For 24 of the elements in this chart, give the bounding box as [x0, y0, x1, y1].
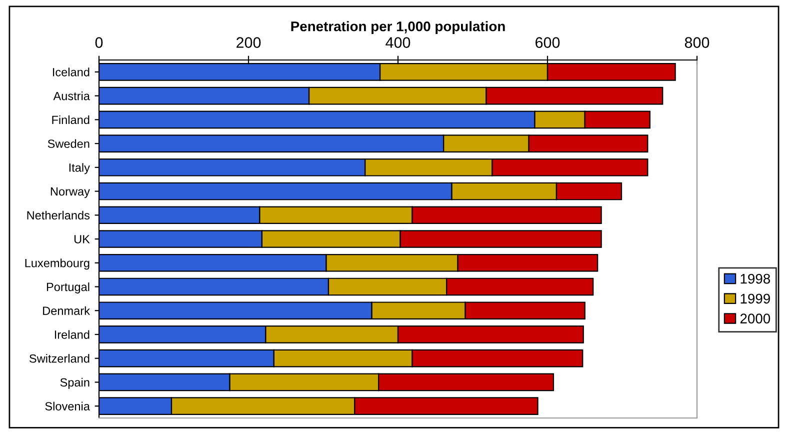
y-tick-label: Switzerland: [29, 354, 90, 363]
legend-label: 1998: [740, 274, 770, 284]
x-axis-title: Penetration per 1,000 population: [291, 21, 505, 34]
y-tick-label: Netherlands: [27, 210, 90, 220]
x-tick-label: 400: [386, 37, 410, 48]
y-tick-label: Portugal: [46, 282, 90, 294]
legend-label: 1999: [740, 294, 770, 304]
y-tick-label: Slovenia: [45, 402, 90, 410]
y-tick-label: Ireland: [54, 330, 90, 339]
y-tick-label: Austria: [53, 92, 90, 100]
y-tick-label: Finland: [52, 115, 90, 124]
y-tick-label: Iceland: [52, 68, 90, 76]
x-tick-label: 200: [236, 37, 261, 48]
y-tick-label: UK: [74, 235, 90, 244]
legend-label: 2000: [740, 314, 770, 324]
x-tick-label: 0: [95, 37, 103, 48]
y-tick-label: Denmark: [43, 306, 90, 315]
y-tick-label: Italy: [69, 163, 90, 174]
y-tick-label: Spain: [60, 378, 90, 389]
y-tick-label: Sweden: [48, 139, 90, 148]
x-tick-label: 800: [684, 37, 710, 48]
y-tick-label: Luxembourg: [25, 258, 90, 270]
x-tick-label: 600: [536, 37, 560, 48]
y-tick-label: Norway: [50, 187, 90, 198]
